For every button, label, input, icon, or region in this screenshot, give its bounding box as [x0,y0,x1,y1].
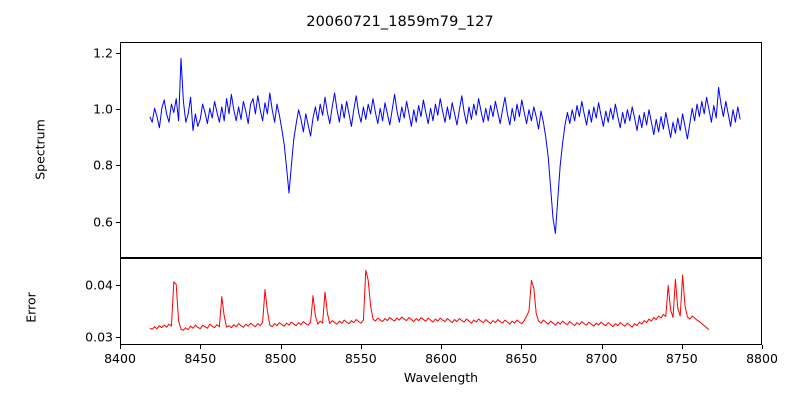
y-tick-label: 0.04 [85,277,113,293]
x-tick-mark [441,345,443,349]
x-axis-label: Wavelength [403,370,479,385]
x-tick-label: 8650 [505,351,538,366]
page-title: 20060721_1859m79_127 [306,14,494,30]
y-axis-label-spectrum: Spectrum [32,119,48,180]
x-tick-mark [681,345,683,349]
y-tick-mark [116,109,120,111]
x-tick-label: 8450 [184,351,217,366]
error-line-series [121,259,761,344]
x-tick-label: 8400 [104,351,136,366]
x-tick-mark [120,345,122,349]
x-tick-mark [601,345,603,349]
x-axis-ticks: 8400 8450 8500 8550 8600 8650 8700 8750 8800 [104,345,778,371]
x-tick-label: 8700 [585,351,618,366]
x-tick-mark [521,345,523,349]
y-tick-label: 1.2 [93,45,113,61]
x-tick-label: 8600 [425,351,457,366]
x-tick-mark [200,345,202,349]
x-tick-mark [762,345,764,349]
y-tick-mark [116,221,120,223]
spectrum-plot-area [120,42,762,258]
y-axis-label-error: Error [23,292,39,323]
x-tick-mark [280,345,282,349]
x-tick-label: 8800 [746,351,778,366]
x-tick-label: 8500 [264,351,297,366]
y-tick-mark [116,285,120,287]
x-tick-mark [360,345,362,349]
y-tick-mark [116,53,120,55]
y-tick-mark [116,337,120,339]
spectrum-line-series [121,43,761,257]
x-tick-label: 8550 [344,351,377,366]
y-tick-mark [116,165,120,167]
y-tick-label: 0.03 [85,329,113,345]
x-tick-label: 8750 [665,351,698,366]
error-plot-area [120,258,762,345]
y-tick-label: 0.8 [93,157,113,173]
y-tick-label: 0.6 [93,214,113,229]
y-tick-label: 1.0 [93,101,113,117]
